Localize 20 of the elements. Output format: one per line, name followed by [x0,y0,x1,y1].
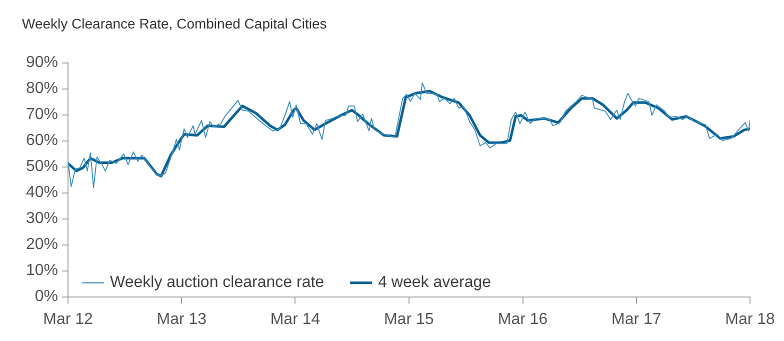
x-tick-label: Mar 13 [156,310,207,328]
y-tick-label: 90% [26,54,58,72]
y-tick-label: 30% [26,210,58,228]
y-tick-label: 40% [26,184,58,202]
x-tick-label: Mar 15 [384,310,434,328]
y-tick-label: 10% [26,262,58,280]
y-tick-label: 20% [26,236,58,254]
x-tick-label: Mar 16 [498,310,548,328]
legend-label: 4 week average [378,274,492,292]
y-tick-label: 80% [26,80,58,98]
y-tick-label: 60% [26,132,58,150]
chart-title: Weekly Clearance Rate, Combined Capital Cities [22,15,327,32]
x-tick-label: Mar 12 [43,310,94,328]
x-tick-label: Mar 14 [270,310,320,328]
legend-label: Weekly auction clearance rate [110,274,324,292]
y-tick-label: 70% [26,106,58,124]
x-tick-label: Mar 17 [611,310,662,328]
y-tick-label: 0% [34,288,58,306]
x-tick-label: Mar 18 [725,310,775,328]
y-tick-label: 50% [26,158,58,176]
